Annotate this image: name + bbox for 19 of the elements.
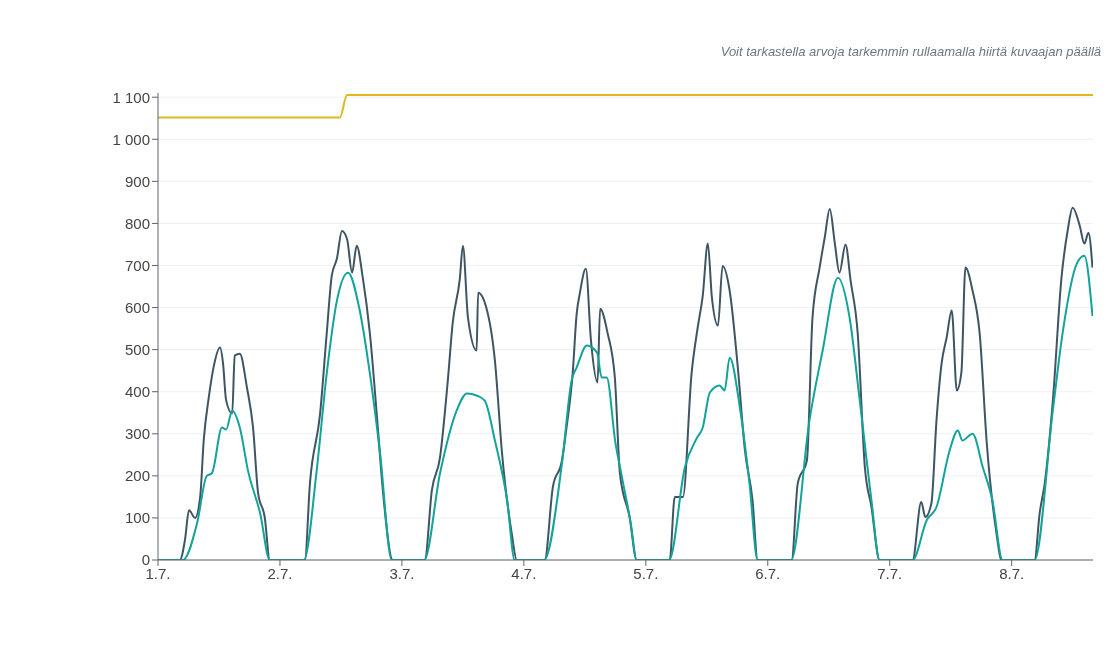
x-tick-label: 7.7. [877,564,903,582]
y-tick-label: 500 [124,340,150,358]
y-tick-label: 600 [124,298,150,316]
x-tick-label: 2.7. [267,564,293,582]
y-tick-label: 200 [124,467,150,485]
y-tick-label: 800 [124,214,150,232]
x-tick-label: 6.7. [755,564,781,582]
y-tick-label: 100 [124,509,150,527]
y-tick-label: 900 [124,172,150,190]
y-tick-label: 1 000 [112,130,150,148]
x-tick-label: 8.7. [999,564,1025,582]
x-tick-label: 3.7. [389,564,415,582]
x-tick-label: 5.7. [633,564,659,582]
y-tick-label: 400 [124,383,150,401]
y-tick-label: 1 100 [112,88,150,106]
y-tick-label: 300 [124,425,150,443]
x-tick-label: 4.7. [511,564,537,582]
y-tick-label: 700 [124,256,150,274]
text: Voit tarkastella arvoja tarkemmin rullaamalla hiirtä kuvaajan päällä [720,44,1101,59]
